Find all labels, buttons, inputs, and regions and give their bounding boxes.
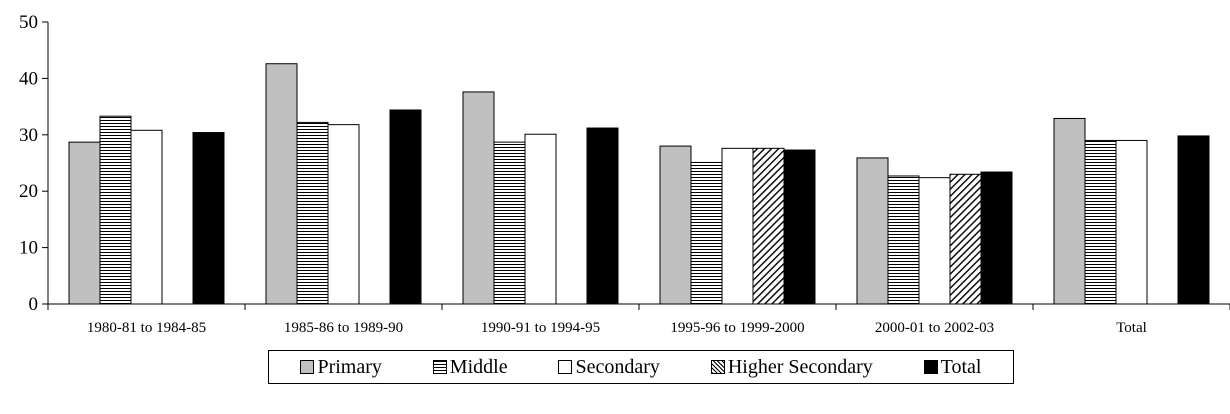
bar-primary	[265, 63, 298, 305]
legend-label: Middle	[449, 355, 508, 378]
legend-label: Primary	[317, 355, 382, 378]
bar-total	[192, 132, 225, 305]
legend-item-total: Total	[923, 355, 982, 379]
bar-total	[389, 109, 422, 305]
bar-primary	[1053, 117, 1086, 305]
legend-label: Secondary	[575, 355, 660, 378]
bar-secondary	[1115, 139, 1148, 305]
bar-middle	[887, 175, 920, 305]
x-tick-label: 1985-86 to 1989-90	[284, 320, 403, 336]
bar-primary	[68, 141, 101, 305]
x-tick-label: 1980-81 to 1984-85	[87, 320, 206, 336]
bar-secondary	[524, 133, 557, 305]
y-tick-label: 20	[19, 181, 38, 202]
bar-total	[586, 127, 619, 305]
legend-item-middle: Middle	[432, 355, 508, 379]
bar-middle	[99, 115, 132, 305]
legend: Primary Middle Secondary Higher Secondar…	[268, 350, 1014, 384]
x-axis: 1980-81 to 1984-85 1985-86 to 1989-90 1990…	[47, 303, 1230, 336]
legend-label: Total	[940, 355, 982, 378]
bar-total	[1177, 135, 1210, 305]
bar-middle	[296, 121, 329, 305]
bar-middle	[690, 161, 723, 305]
x-tick-label: 1990-91 to 1994-95	[481, 320, 600, 336]
y-tick-label: 40	[19, 68, 38, 89]
bar-higher-secondary	[949, 173, 982, 305]
bar-middle	[493, 141, 526, 305]
legend-item-higher-secondary: Higher Secondary	[710, 355, 873, 379]
bar-secondary	[327, 124, 360, 305]
bar-middle	[1084, 139, 1117, 305]
x-tick-label: Total	[1116, 320, 1147, 336]
bar-primary	[856, 157, 889, 305]
bar-total	[783, 149, 816, 305]
legend-item-secondary: Secondary	[558, 355, 660, 379]
bar-secondary	[130, 129, 163, 305]
y-tick-label: 30	[19, 125, 38, 146]
y-tick-label: 0	[29, 294, 39, 315]
legend-label: Higher Secondary	[727, 355, 873, 378]
legend-swatch-primary	[300, 360, 315, 374]
bar-primary	[659, 145, 692, 305]
bar-secondary	[918, 177, 951, 305]
legend-swatch-middle	[432, 360, 447, 374]
bars	[68, 63, 1210, 305]
y-axis: 0 10 20 30 40 50	[19, 12, 49, 315]
legend-swatch-higher-secondary	[710, 360, 725, 374]
y-tick-label: 10	[19, 238, 38, 259]
bar-higher-secondary	[752, 147, 785, 305]
legend-swatch-secondary	[558, 360, 573, 374]
y-tick-label: 50	[19, 12, 38, 33]
bar-total	[980, 171, 1013, 305]
bar-primary	[462, 91, 495, 305]
legend-swatch-total	[923, 360, 938, 374]
x-tick-label: 2000-01 to 2002-03	[875, 320, 994, 336]
bar-secondary	[721, 147, 754, 305]
legend-item-primary: Primary	[300, 355, 382, 379]
x-tick-label: 1995-96 to 1999-2000	[670, 320, 804, 336]
